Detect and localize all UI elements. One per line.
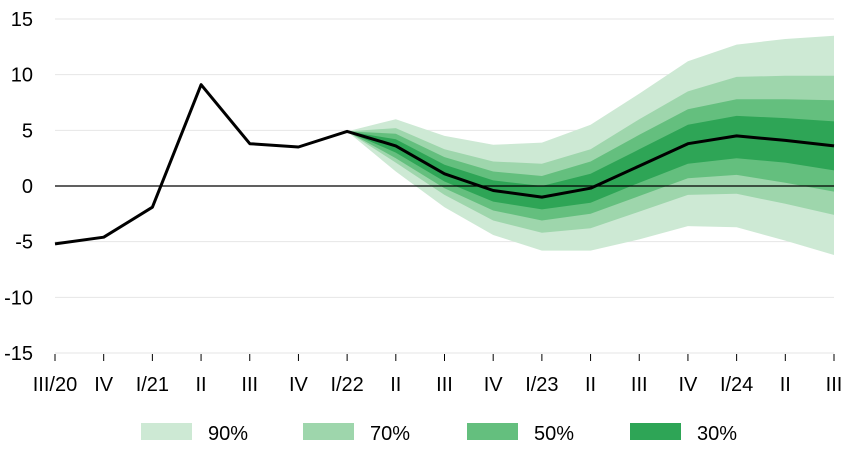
central-projection-line [54, 83, 835, 246]
central-line [54, 83, 835, 246]
x-tick-label: IV [94, 374, 114, 396]
x-tick-label: III [436, 374, 453, 396]
x-tick-label: IV [678, 374, 698, 396]
y-tick-label: 15 [11, 9, 33, 31]
x-tick-label: III [241, 374, 258, 396]
y-axis-tick-labels: 15 10 5 0 -5 -10 -15 [4, 9, 33, 365]
x-tick-label: II [196, 374, 207, 396]
x-tick-label: III [826, 374, 843, 396]
y-tick-label: 5 [22, 120, 33, 142]
x-tick-label: IV [484, 374, 504, 396]
x-axis-tick-labels: III/20 IV I/21 II III IV I/22 II III IV I/23 II III I… [33, 354, 843, 396]
legend-label: 30% [697, 423, 737, 445]
uncertainty-bands [347, 35, 834, 256]
x-tick-label: II [390, 374, 401, 396]
legend: 90% 70% 50% 30% [141, 423, 737, 445]
x-tick-label: I/24 [720, 374, 753, 396]
x-tick-label: I/23 [525, 374, 558, 396]
x-tick-label: I/22 [330, 374, 363, 396]
y-tick-label: -15 [4, 343, 33, 365]
x-tick-label: IV [289, 374, 309, 396]
y-tick-label: -10 [4, 287, 33, 309]
legend-label: 70% [370, 423, 410, 445]
y-tick-label: 0 [22, 176, 33, 198]
legend-label: 50% [534, 423, 574, 445]
legend-swatch-90-percent [141, 423, 192, 440]
legend-swatch-70-percent [303, 423, 354, 440]
x-tick-label: III [631, 374, 648, 396]
legend-label: 90% [208, 423, 248, 445]
x-tick-label: I/21 [136, 374, 169, 396]
y-tick-label: -5 [15, 232, 33, 254]
grid-lines [55, 18, 834, 354]
x-tick-label: II [780, 374, 791, 396]
y-tick-label: 10 [11, 65, 33, 87]
x-tick-label: II [585, 374, 596, 396]
x-tick-label: III/20 [33, 374, 77, 396]
legend-swatch-30-percent [630, 423, 681, 440]
legend-swatch-50-percent [467, 423, 518, 440]
